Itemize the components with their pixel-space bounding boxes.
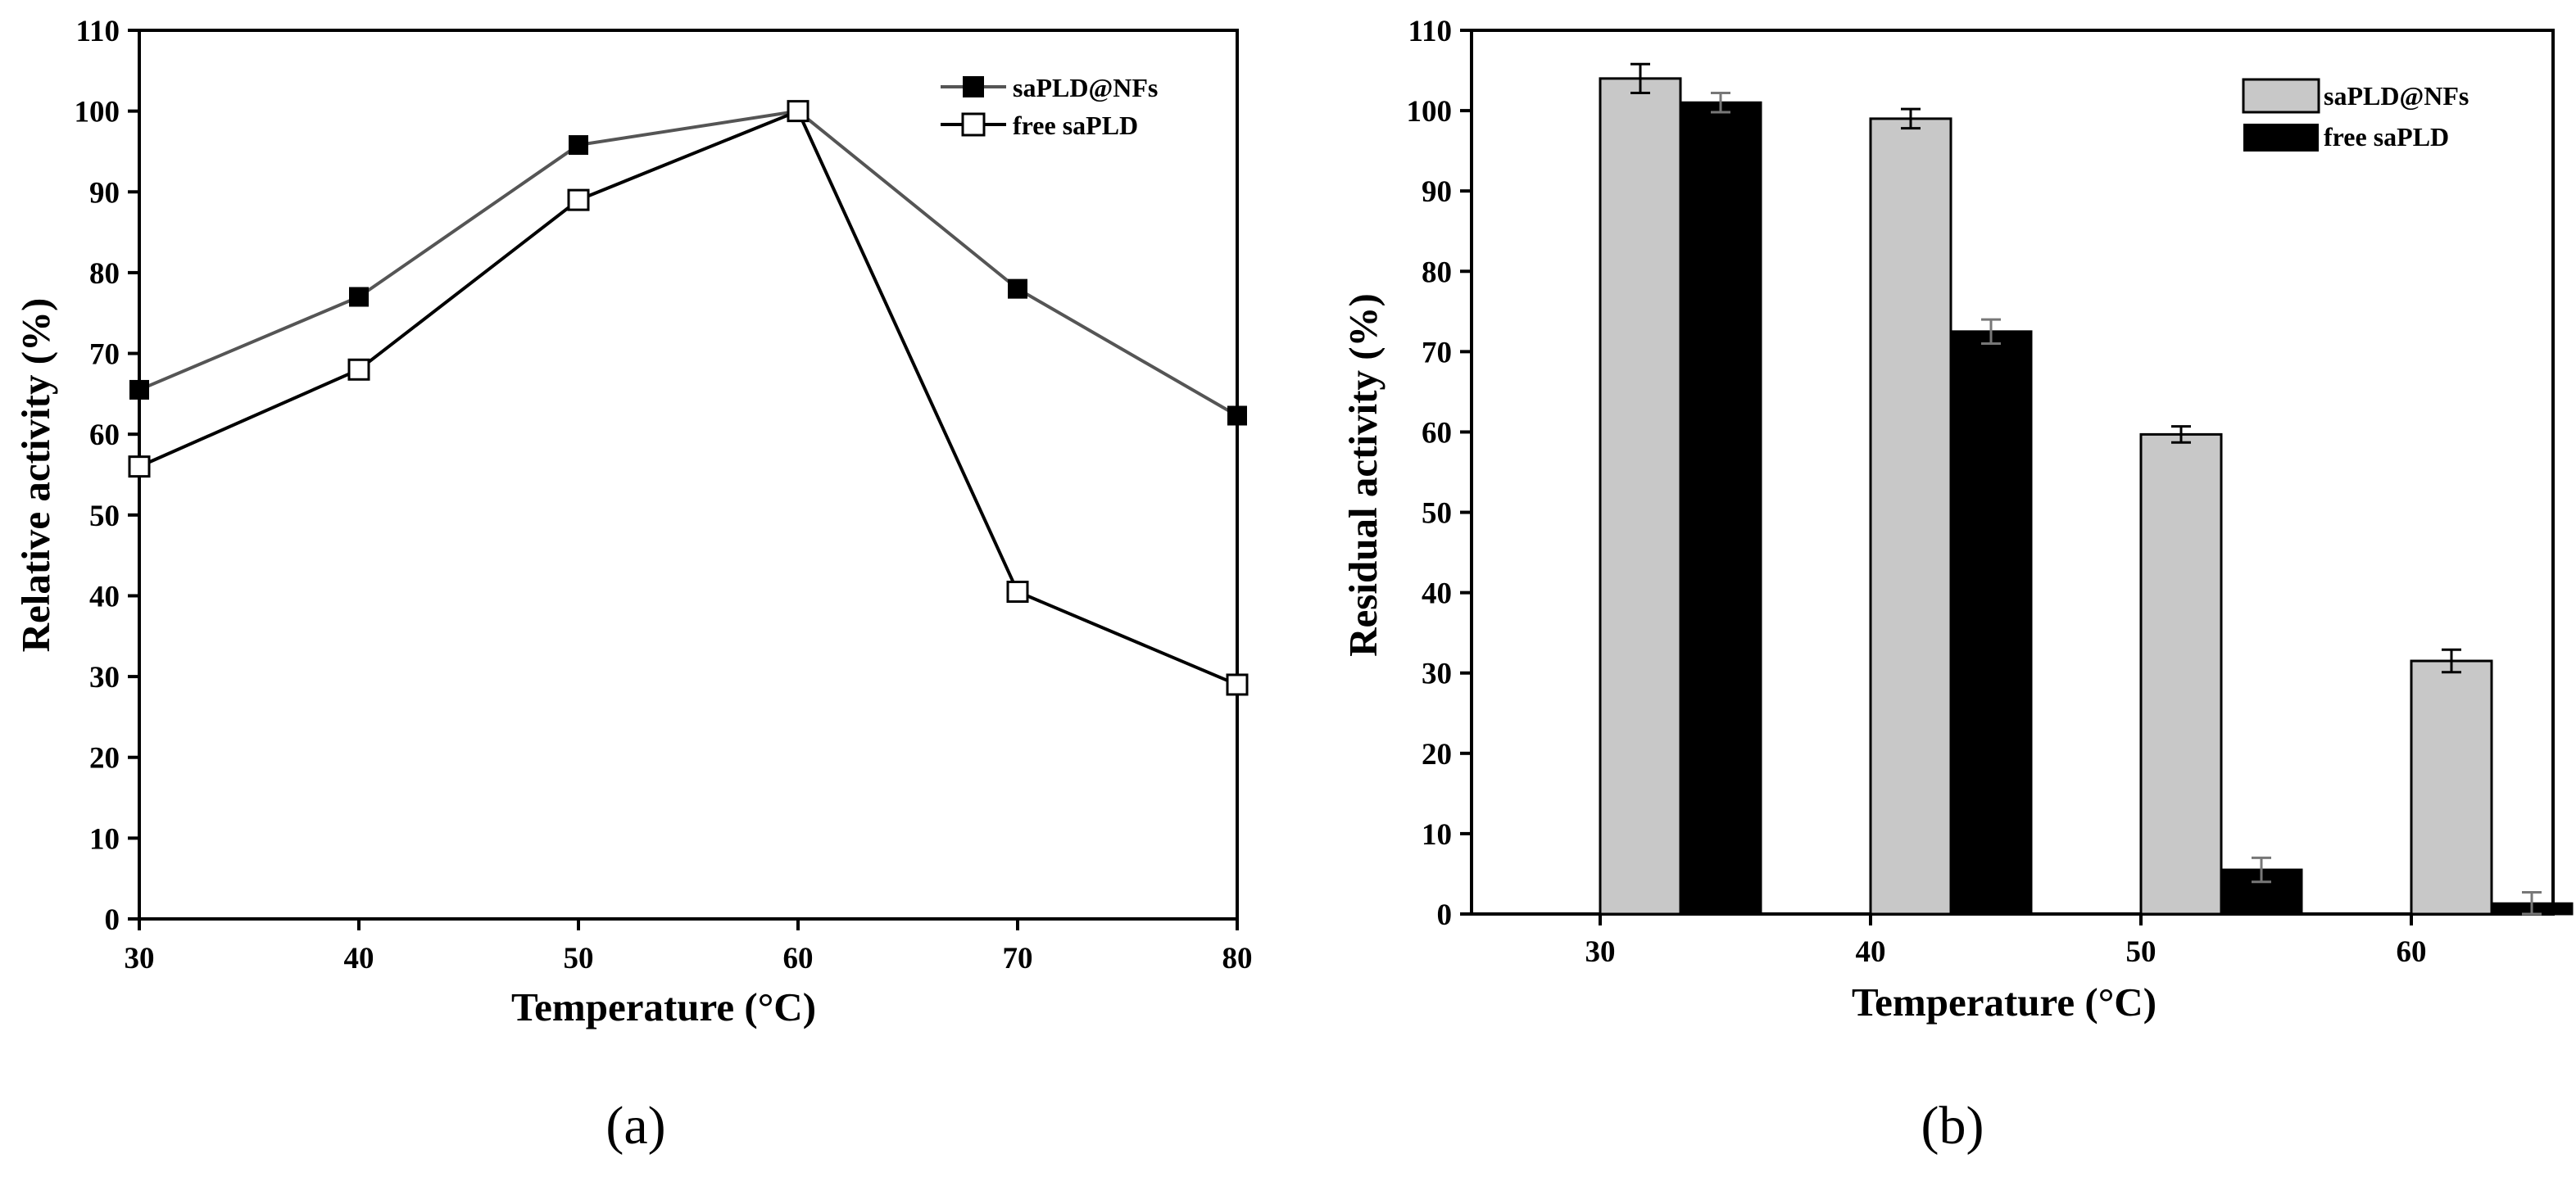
chart-a-ytick-label: 70: [89, 338, 120, 372]
chart-a-ylabel: Relative activity (%): [13, 298, 58, 653]
legend-a-label-0: saPLD@NFs: [1013, 73, 1158, 102]
series-1-point: [567, 188, 590, 211]
legend-b-label-0: saPLD@NFs: [2324, 81, 2469, 111]
legend-b-swatch-1: [2243, 124, 2319, 152]
chart-a-ytick-label: 30: [89, 661, 120, 695]
chart-a-xtick-label: 30: [125, 942, 155, 975]
chart-a-ytick-label: 60: [89, 419, 120, 452]
chart-a-ytick-label: 90: [89, 176, 120, 210]
chart-b-ylabel: Residual activity (%): [1340, 293, 1386, 657]
chart-b-ytick-label: 10: [1422, 818, 1452, 852]
chart-b-xtick-label: 50: [2126, 935, 2156, 969]
legend-a-marker-0: [963, 76, 984, 97]
chart-b-xtick-label: 30: [1585, 935, 1616, 969]
series-1-point: [1006, 581, 1029, 604]
series-1-point: [347, 358, 370, 381]
chart-a-ytick-label: 20: [89, 742, 120, 776]
chart-b-ytick-label: 70: [1422, 336, 1452, 369]
legend-a-marker-1: [961, 112, 986, 137]
series-0-point: [1008, 278, 1027, 299]
chart-a: 0 10 20 30 40 50 60 70 80 90 100 110 30 40 50 60 70 80 T…: [13, 15, 1253, 1156]
chart-b-xtick-label: 40: [1856, 935, 1886, 969]
chart-b: 0 10 20 30 40 50 60 70 80 90 100 110 30 40 50 60 Tempe…: [1340, 15, 2574, 1156]
chart-b-ytick-label: 100: [1407, 95, 1453, 129]
chart-a-ytick-label: 110: [76, 15, 120, 48]
legend-b-swatch-0: [2242, 78, 2320, 114]
bar-0-40: [1869, 117, 1952, 916]
chart-a-ytick-label: 40: [89, 580, 120, 613]
chart-b-ytick-label: 50: [1422, 497, 1452, 531]
series-1-point: [1226, 673, 1249, 696]
series-1-point: [787, 100, 810, 123]
chart-b-ytick-label: 110: [1408, 15, 1452, 48]
series-0-point: [129, 379, 149, 400]
chart-a-xtick-label: 50: [564, 942, 594, 975]
series-line-0: [138, 109, 1239, 418]
bar-0-60: [2410, 659, 2493, 916]
chart-b-legend: saPLD@NFs free saPLD: [2242, 78, 2469, 152]
chart-a-xtick-label: 40: [344, 942, 374, 975]
series-0-point: [569, 135, 588, 156]
chart-a-xtick-label: 80: [1222, 942, 1253, 975]
legend-b-label-1: free saPLD: [2324, 122, 2449, 152]
panel-label-a: (a): [605, 1096, 665, 1156]
chart-b-xlabel: Temperature (°C): [1852, 980, 2156, 1025]
bar-1-40: [1949, 330, 2033, 916]
chart-b-ytick-label: 20: [1422, 738, 1452, 771]
chart-b-ytick-label: 40: [1422, 577, 1452, 611]
chart-a-ytick-label: 10: [89, 822, 120, 856]
chart-a-legend: saPLD@NFs free saPLD: [941, 73, 1158, 140]
bar-0-30: [1599, 77, 1682, 916]
bar-1-30: [1679, 101, 1762, 916]
series-1-point: [128, 455, 151, 478]
series-0-point: [349, 287, 369, 307]
series-0-point: [1227, 405, 1247, 426]
legend-a-label-1: free saPLD: [1013, 111, 1138, 140]
chart-b-ytick-label: 80: [1422, 256, 1452, 289]
chart-b-ytick-label: 60: [1422, 416, 1452, 450]
panel-label-b: (b): [1921, 1096, 1984, 1156]
chart-b-ytick-label: 90: [1422, 175, 1452, 209]
bar-0-50: [2139, 432, 2223, 916]
chart-a-ytick-label: 100: [75, 96, 120, 129]
chart-a-ytick-label: 50: [89, 500, 120, 533]
chart-b-xtick-label: 60: [2397, 935, 2427, 969]
chart-b-ytick-label: 30: [1422, 658, 1452, 691]
chart-a-xlabel: Temperature (°C): [511, 984, 816, 1029]
series-line-1: [138, 109, 1238, 686]
chart-b-ytick-label: 0: [1437, 898, 1453, 932]
chart-a-xtick-label: 70: [1003, 942, 1033, 975]
chart-a-xtick-label: 60: [783, 942, 814, 975]
chart-a-ytick-label: 80: [89, 257, 120, 291]
chart-a-ytick-label: 0: [105, 903, 120, 937]
